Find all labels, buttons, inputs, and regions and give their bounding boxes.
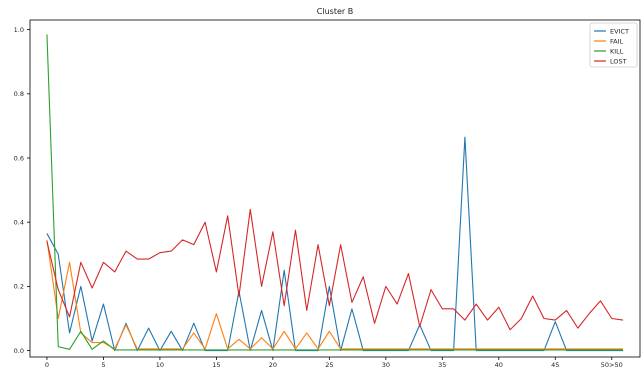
legend-label-kill: KILL [610,47,624,55]
legend-label-fail: FAIL [610,37,624,45]
x-tick-label: 40 [495,361,503,369]
series-lines [46,34,624,352]
x-tick-label: 20 [269,361,277,369]
x-tick-label: 10 [156,361,164,369]
legend: EVICT FAIL KILL LOST [589,22,638,68]
x-axis: 0 5 10 15 20 25 30 35 40 45 50>50 [45,357,623,369]
x-tick-label: 0 [45,361,49,369]
x-tick-label: 25 [325,361,333,369]
series-line-evict [46,136,624,352]
x-tick-label: 30 [382,361,390,369]
plot-frame [29,19,641,358]
series-line-lost [46,208,624,331]
legend-label-evict: EVICT [610,27,629,35]
y-tick-label: 0.6 [14,154,24,162]
series-line-fail [46,239,624,350]
y-tick-label: 0.0 [14,347,24,355]
legend-label-lost: LOST [610,57,627,65]
series-line-kill [46,34,624,351]
y-axis: 0.0 0.2 0.4 0.6 0.8 1.0 [14,26,30,355]
legend-box [589,22,638,68]
x-tick-label: 15 [212,361,220,369]
y-tick-label: 0.4 [14,219,24,227]
x-tick-label: 50>50 [601,361,623,369]
chart-title: Cluster B [317,7,353,16]
y-tick-label: 1.0 [14,26,24,34]
y-tick-label: 0.8 [14,90,24,98]
x-tick-label: 45 [551,361,559,369]
x-tick-label: 35 [438,361,446,369]
x-tick-label: 5 [101,361,105,369]
y-tick-label: 0.2 [14,283,24,291]
